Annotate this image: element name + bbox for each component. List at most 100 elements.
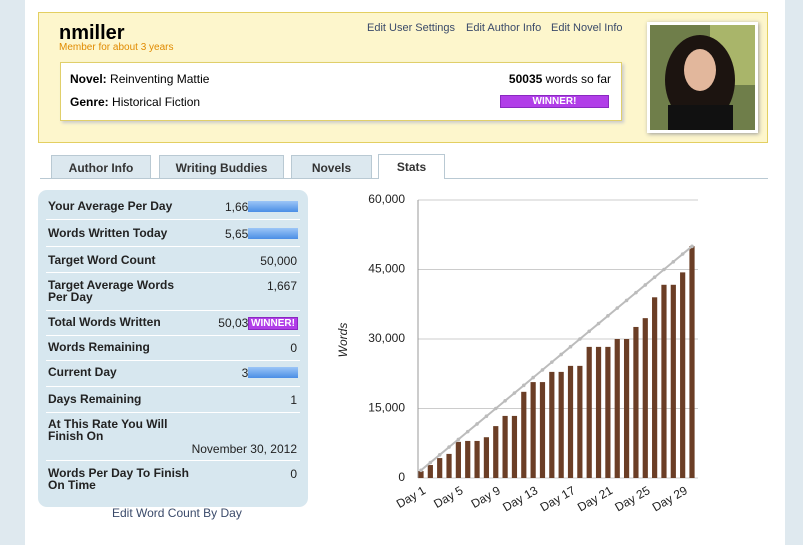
target-point: [512, 391, 517, 395]
x-tick-label: Day 9: [469, 483, 503, 511]
tab[interactable]: Stats: [378, 154, 445, 179]
stat-value: 0: [290, 341, 297, 355]
target-point: [456, 437, 461, 442]
username: nmiller: [59, 22, 125, 44]
separator: [46, 310, 300, 311]
stat-label: Words Per Day To Finish On Time: [48, 466, 189, 492]
target-point: [465, 429, 470, 434]
target-point: [437, 453, 442, 457]
target-point: [634, 290, 638, 295]
bar: [437, 458, 443, 478]
target-point: [531, 375, 535, 380]
stat-value: 5,655: [224, 227, 255, 241]
bar: [446, 453, 452, 478]
y-tick-label: 30,000: [368, 331, 405, 345]
separator: [46, 386, 300, 387]
stat-label: Target Average Words Per Day: [48, 278, 175, 304]
tab[interactable]: Novels: [291, 155, 372, 178]
target-point: [493, 406, 498, 411]
target-point: [475, 422, 479, 426]
target-point: [428, 460, 433, 465]
target-point: [596, 321, 601, 326]
stat-label: Your Average Per Day: [48, 199, 173, 213]
novel-title: Reinventing Mattie: [110, 72, 210, 86]
bar: [539, 382, 546, 478]
bar: [633, 326, 639, 478]
stat-value: 1,667: [266, 279, 297, 293]
y-axis-label: Words: [336, 323, 350, 358]
bar: [614, 339, 620, 478]
stat-bar: [248, 201, 298, 212]
y-tick-label: 0: [398, 470, 405, 484]
bar: [642, 318, 648, 478]
stat-label: Total Words Written: [48, 315, 161, 329]
member-since: Member for about 3 years: [59, 42, 174, 53]
bar: [558, 371, 564, 478]
link[interactable]: Edit Word Count By Day: [112, 506, 242, 520]
bar: [661, 284, 667, 478]
stat-value: 50,000: [260, 254, 297, 268]
target-point: [484, 414, 489, 419]
y-tick-label: 45,000: [368, 262, 405, 276]
stat-bar: [248, 367, 298, 378]
bar: [455, 441, 461, 478]
target-point: [559, 352, 563, 357]
tab[interactable]: Author Info: [51, 155, 151, 178]
bar: [605, 346, 611, 478]
bar: [567, 365, 574, 478]
y-tick-label: 60,000: [368, 192, 405, 206]
x-tick-label: Day 5: [431, 483, 465, 511]
stat-label: Words Remaining: [48, 340, 150, 354]
winner-badge: WINNER!: [248, 317, 298, 330]
stat-value: 0: [290, 467, 297, 481]
bar: [493, 426, 499, 478]
target-point: [503, 398, 507, 403]
novel-box: [60, 62, 622, 121]
bar: [521, 391, 527, 478]
bar: [623, 339, 630, 478]
word-count: 50035: [508, 72, 543, 86]
link[interactable]: Edit Novel Info: [551, 22, 623, 34]
bar: [549, 371, 555, 478]
winner-badge: WINNER!: [500, 95, 609, 108]
target-point: [550, 360, 554, 364]
x-tick-label: Day 1: [394, 483, 428, 511]
bar: [427, 465, 433, 478]
bar: [586, 346, 592, 478]
stat-label: Words Written Today: [48, 226, 168, 240]
bar: [511, 415, 518, 478]
target-point: [680, 252, 685, 256]
y-tick-label: 15,000: [368, 401, 405, 415]
target-point: [419, 468, 423, 473]
stat-value: 50,035: [218, 316, 255, 330]
separator: [46, 460, 300, 461]
bar: [689, 246, 695, 478]
target-point: [568, 344, 573, 349]
target-point: [624, 298, 629, 303]
x-tick-label: Day 21: [575, 483, 615, 514]
genre-label: Genre:: [70, 95, 109, 109]
target-point: [521, 383, 526, 388]
tab[interactable]: Writing Buddies: [159, 155, 284, 178]
word-count-suffix: words so far: [545, 72, 611, 86]
target-point: [447, 445, 451, 449]
stat-bar: [248, 228, 298, 239]
target-line: [420, 245, 693, 472]
novel-label: Novel:: [70, 72, 107, 86]
link[interactable]: Edit Author Info: [466, 22, 542, 34]
target-point: [606, 314, 610, 318]
separator: [46, 335, 300, 336]
bar: [483, 437, 490, 478]
bar: [652, 297, 658, 478]
link[interactable]: Edit User Settings: [367, 22, 456, 34]
bar: [418, 471, 424, 478]
stat-label: At This Rate You Will Finish On: [48, 417, 168, 443]
separator: [46, 219, 300, 220]
target-point: [615, 306, 620, 310]
bar: [670, 284, 676, 478]
target-point: [643, 283, 648, 287]
target-point: [652, 275, 657, 280]
target-point: [578, 337, 582, 341]
